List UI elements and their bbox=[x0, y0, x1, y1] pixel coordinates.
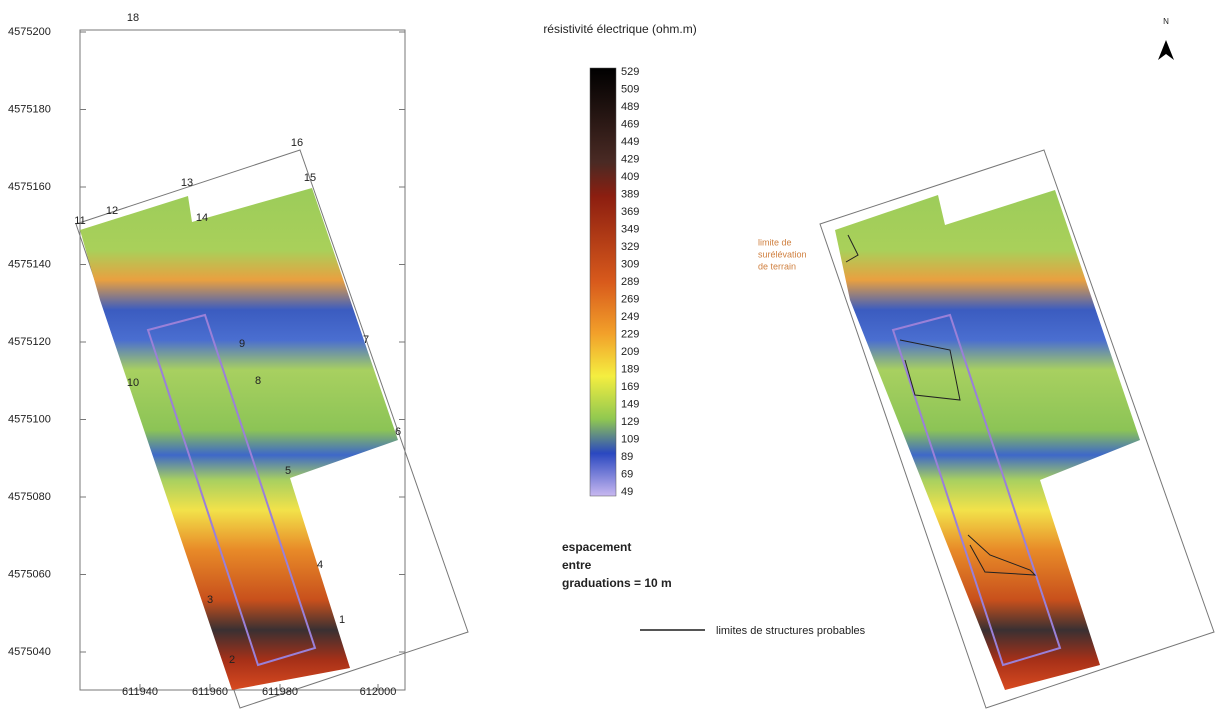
colorbar-title: résistivité électrique (ohm.m) bbox=[543, 22, 696, 36]
point-label: 12 bbox=[106, 205, 118, 217]
colorbar-label: 289 bbox=[621, 276, 639, 288]
y-coordinate-label: 4575120 bbox=[8, 336, 51, 348]
colorbar-label: 269 bbox=[621, 293, 639, 305]
y-coordinate-label: 4575100 bbox=[8, 413, 51, 425]
point-label: 14 bbox=[196, 212, 208, 224]
point-label: 8 bbox=[255, 375, 261, 387]
colorbar-label: 469 bbox=[621, 118, 639, 130]
colorbar-label: 529 bbox=[621, 66, 639, 78]
colorbar-label: 449 bbox=[621, 136, 639, 148]
colorbar-label: 169 bbox=[621, 381, 639, 393]
y-coordinate-label: 4575200 bbox=[8, 26, 51, 38]
scale-note: graduations = 10 m bbox=[562, 576, 672, 590]
colorbar-label: 109 bbox=[621, 433, 639, 445]
terrain-annotation: surélévation bbox=[758, 249, 807, 259]
point-label: 11 bbox=[74, 215, 85, 227]
colorbar-label: 329 bbox=[621, 241, 639, 253]
colorbar-label: 209 bbox=[621, 346, 639, 358]
colorbar-label: 429 bbox=[621, 153, 639, 165]
point-label: 2 bbox=[229, 654, 235, 666]
scale-note: entre bbox=[562, 558, 592, 572]
y-coordinate-label: 4575080 bbox=[8, 491, 51, 503]
colorbar-label: 149 bbox=[621, 398, 639, 410]
legend-label: limites de structures probables bbox=[716, 625, 866, 637]
point-label: 7 bbox=[363, 334, 369, 346]
point-label: 4 bbox=[317, 559, 323, 571]
north-arrow bbox=[1158, 40, 1174, 60]
colorbar-label: 409 bbox=[621, 171, 639, 183]
terrain-annotation: de terrain bbox=[758, 261, 796, 271]
point-label: 15 bbox=[304, 172, 316, 184]
colorbar-label: 229 bbox=[621, 328, 639, 340]
colorbar-label: 89 bbox=[621, 451, 633, 463]
colorbar-label: 489 bbox=[621, 101, 639, 113]
point-label: 10 bbox=[127, 377, 139, 389]
point-label: 16 bbox=[291, 137, 303, 149]
point-label: 5 bbox=[285, 465, 291, 477]
colorbar-label: 309 bbox=[621, 258, 639, 270]
colorbar-label: 49 bbox=[621, 486, 633, 498]
y-coordinate-label: 4575180 bbox=[8, 103, 51, 115]
north-label: N bbox=[1163, 17, 1169, 26]
resistivity-map bbox=[80, 188, 398, 690]
colorbar-label: 129 bbox=[621, 416, 639, 428]
colorbar bbox=[590, 68, 616, 496]
y-coordinate-label: 4575040 bbox=[8, 646, 51, 658]
colorbar-label: 389 bbox=[621, 188, 639, 200]
colorbar-label: 69 bbox=[621, 468, 633, 480]
y-coordinate-label: 4575140 bbox=[8, 258, 51, 270]
point-label: 18 bbox=[127, 12, 139, 24]
y-coordinate-label: 4575160 bbox=[8, 181, 51, 193]
point-label: 3 bbox=[207, 594, 213, 606]
colorbar-label: 189 bbox=[621, 363, 639, 375]
terrain-annotation: limite de bbox=[758, 237, 792, 247]
point-label: 1 bbox=[339, 614, 345, 626]
point-label: 6 bbox=[395, 426, 401, 438]
colorbar-label: 369 bbox=[621, 206, 639, 218]
figure: N résistivité électrique (ohm.m) limites… bbox=[0, 0, 1216, 712]
point-label: 9 bbox=[239, 338, 245, 350]
colorbar-label: 249 bbox=[621, 311, 639, 323]
y-coordinate-label: 4575060 bbox=[8, 568, 51, 580]
colorbar-label: 509 bbox=[621, 83, 639, 95]
point-label: 13 bbox=[181, 177, 193, 189]
colorbar-label: 349 bbox=[621, 223, 639, 235]
scale-note: espacement bbox=[562, 540, 631, 554]
